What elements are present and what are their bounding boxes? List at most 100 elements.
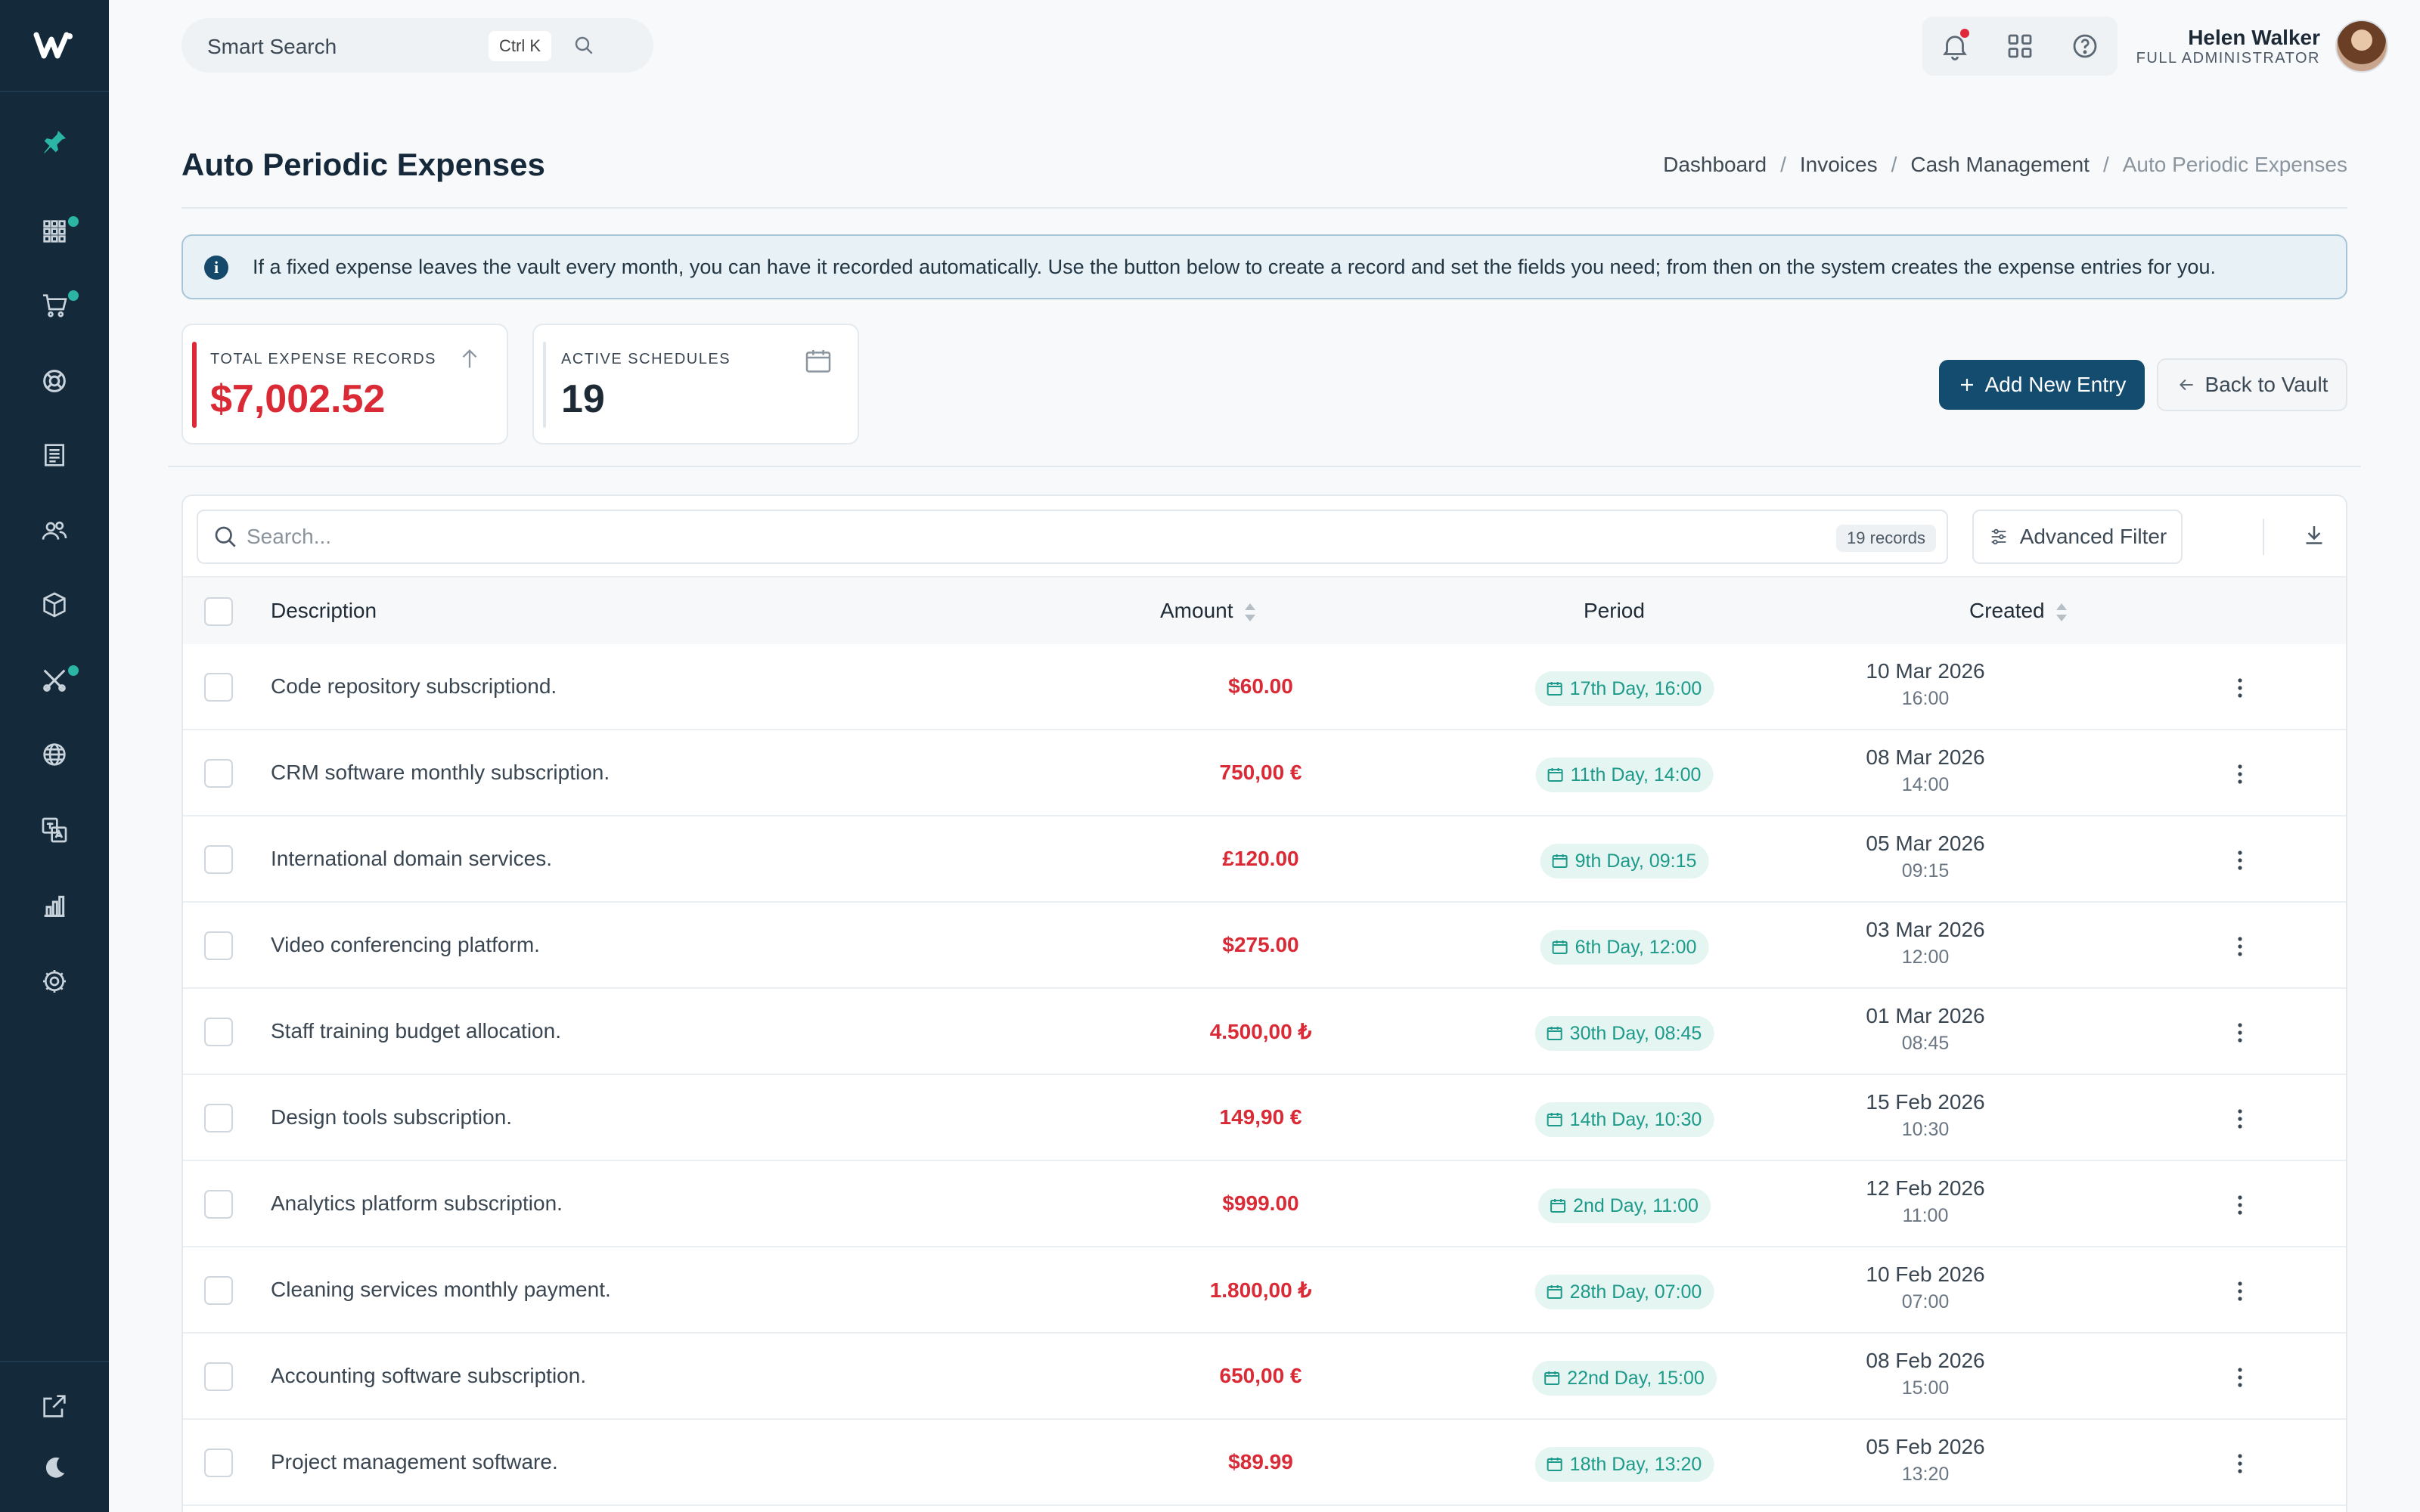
period-badge-label: 18th Day, 13:20 xyxy=(1569,1453,1702,1475)
smart-search[interactable]: Smart Search Ctrl K xyxy=(182,18,653,73)
breadcrumb-separator: / xyxy=(2102,153,2109,176)
table-row[interactable]: Accounting software subscription. 650,00 … xyxy=(183,1334,2346,1420)
logo-icon[interactable] xyxy=(0,0,109,92)
notification-dot xyxy=(68,290,79,301)
toolbar-divider xyxy=(2263,519,2264,555)
moon-icon[interactable] xyxy=(0,1438,109,1498)
settings-icon[interactable] xyxy=(0,951,109,1012)
row-created-time: 15:00 xyxy=(1901,1377,1950,1399)
notification-dot xyxy=(1960,29,1969,38)
arrow-left-icon xyxy=(2179,379,2193,391)
stat-value: $7,002.52 xyxy=(210,377,386,421)
row-checkbox[interactable] xyxy=(204,673,233,702)
pin-icon[interactable] xyxy=(0,112,109,172)
column-header-amount-label: Amount xyxy=(1160,599,1233,622)
row-description: Cleaning services monthly payment. xyxy=(271,1278,611,1301)
period-badge: 6th Day, 12:00 xyxy=(1540,930,1709,965)
row-actions-menu-icon[interactable] xyxy=(2231,1364,2249,1391)
download-icon[interactable] xyxy=(2301,522,2328,553)
calendar-icon xyxy=(803,346,833,380)
translate-icon[interactable] xyxy=(0,800,109,860)
calendar-icon xyxy=(1550,1199,1566,1213)
table-row[interactable]: Code repository subscriptiond. $60.00 17th… xyxy=(183,644,2346,730)
select-all-checkbox[interactable] xyxy=(204,597,233,626)
user-name[interactable]: Helen Walker xyxy=(2188,26,2320,49)
row-actions-menu-icon[interactable] xyxy=(2231,847,2249,874)
column-header-created[interactable]: Created xyxy=(1969,599,2069,623)
add-new-entry-button[interactable]: Add New Entry xyxy=(1939,360,2145,410)
period-badge: 11th Day, 14:00 xyxy=(1535,758,1714,792)
row-amount: 650,00 € xyxy=(1219,1364,1302,1387)
ledger-icon[interactable] xyxy=(0,425,109,485)
breadcrumb-invoices[interactable]: Invoices xyxy=(1799,153,1878,176)
support-icon[interactable] xyxy=(0,351,109,411)
row-amount: $89.99 xyxy=(1228,1450,1293,1473)
table-row[interactable]: International domain services. £120.00 9th… xyxy=(183,816,2346,903)
info-alert: i If a fixed expense leaves the vault ev… xyxy=(182,234,2347,299)
table-row[interactable]: Project management software. $89.99 18th D… xyxy=(183,1420,2346,1506)
back-to-vault-label: Back to Vault xyxy=(2204,373,2328,396)
advanced-filter-button[interactable]: Advanced Filter xyxy=(1972,510,2183,564)
table-row[interactable]: Analytics platform subscription. $999.00 2… xyxy=(183,1161,2346,1247)
search-input[interactable] xyxy=(247,522,1759,552)
period-badge: 14th Day, 10:30 xyxy=(1534,1102,1714,1137)
globe-icon[interactable] xyxy=(0,724,109,785)
row-actions-menu-icon[interactable] xyxy=(2231,933,2249,960)
info-alert-text: If a fixed expense leaves the vault ever… xyxy=(253,256,2216,278)
users-icon[interactable] xyxy=(0,500,109,561)
stat-label: ACTIVE SCHEDULES xyxy=(561,351,731,367)
avatar[interactable] xyxy=(2335,20,2388,73)
row-amount: 4.500,00 ₺ xyxy=(1209,1020,1312,1043)
row-actions-menu-icon[interactable] xyxy=(2231,674,2249,702)
package-icon[interactable] xyxy=(0,575,109,635)
expenses-table-card: 19 records Advanced Filter Description A… xyxy=(182,494,2347,1512)
tools-icon[interactable] xyxy=(0,650,109,711)
row-actions-menu-icon[interactable] xyxy=(2231,1278,2249,1305)
cart-icon[interactable] xyxy=(0,275,109,336)
external-link-icon[interactable] xyxy=(0,1376,109,1436)
back-to-vault-button[interactable]: Back to Vault xyxy=(2157,358,2347,411)
column-header-created-label: Created xyxy=(1969,599,2045,622)
apps-icon[interactable] xyxy=(2004,30,2036,62)
row-created-time: 11:00 xyxy=(1902,1205,1949,1226)
row-checkbox[interactable] xyxy=(204,759,233,788)
row-description: International domain services. xyxy=(271,847,552,870)
column-header-period: Period xyxy=(1584,599,1645,622)
chart-icon[interactable] xyxy=(0,875,109,936)
bell-icon[interactable] xyxy=(1939,29,1971,62)
row-checkbox[interactable] xyxy=(204,1018,233,1046)
row-actions-menu-icon[interactable] xyxy=(2231,1105,2249,1132)
row-checkbox[interactable] xyxy=(204,1190,233,1219)
table-row[interactable]: Staff training budget allocation. 4.500,0… xyxy=(183,989,2346,1075)
table-search: 19 records xyxy=(197,510,1948,564)
table-row[interactable]: CRM software monthly subscription. 750,00… xyxy=(183,730,2346,816)
row-checkbox[interactable] xyxy=(204,931,233,960)
row-created-date: 05 Mar 2026 xyxy=(1866,832,1985,855)
period-badge-label: 2nd Day, 11:00 xyxy=(1573,1194,1699,1216)
column-header-description[interactable]: Description xyxy=(271,599,377,622)
row-actions-menu-icon[interactable] xyxy=(2231,1450,2249,1477)
sliders-icon xyxy=(1991,528,2006,545)
row-actions-menu-icon[interactable] xyxy=(2231,761,2249,788)
calendar-icon xyxy=(1544,1371,1560,1385)
column-header-amount[interactable]: Amount xyxy=(1160,599,1258,623)
table-header: Description Amount Period Created xyxy=(183,576,2346,644)
apps-grid-icon[interactable] xyxy=(0,201,109,262)
row-checkbox[interactable] xyxy=(204,1448,233,1477)
table-row[interactable]: Cleaning services monthly payment. 1.800,… xyxy=(183,1247,2346,1334)
help-icon[interactable] xyxy=(2069,30,2101,62)
row-checkbox[interactable] xyxy=(204,1362,233,1391)
plus-icon xyxy=(1960,379,1973,391)
breadcrumb-dashboard[interactable]: Dashboard xyxy=(1663,153,1767,176)
row-actions-menu-icon[interactable] xyxy=(2231,1019,2249,1046)
table-row[interactable]: Design tools subscription. 149,90 € 14th D… xyxy=(183,1075,2346,1161)
row-actions-menu-icon[interactable] xyxy=(2231,1191,2249,1219)
breadcrumb-separator: / xyxy=(1780,153,1786,176)
row-checkbox[interactable] xyxy=(204,1276,233,1305)
breadcrumb-cash-management[interactable]: Cash Management xyxy=(1910,153,2090,176)
table-row[interactable]: Video conferencing platform. $275.00 6th D… xyxy=(183,903,2346,989)
stat-accent-bar xyxy=(543,342,546,428)
row-checkbox[interactable] xyxy=(204,1104,233,1132)
arrow-up-icon xyxy=(457,346,482,376)
row-checkbox[interactable] xyxy=(204,845,233,874)
